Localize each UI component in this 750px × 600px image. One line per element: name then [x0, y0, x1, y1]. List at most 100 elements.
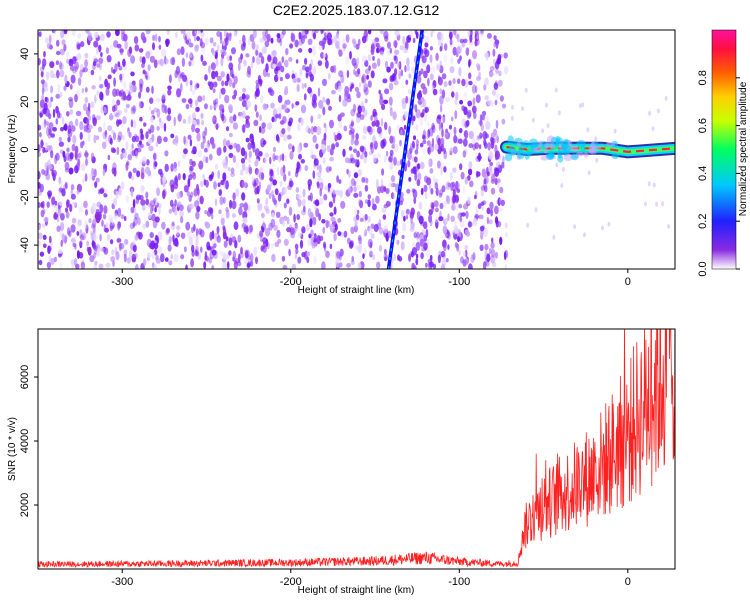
noise-point [79, 240, 83, 247]
noise-point [156, 125, 160, 131]
noise-point [431, 202, 435, 210]
noise-point [484, 95, 489, 101]
noise-point [491, 89, 496, 96]
noise-point [304, 165, 309, 172]
y-tick-label: 6000 [19, 365, 31, 389]
noise-point [388, 125, 392, 135]
noise-point [254, 187, 259, 195]
noise-point [298, 48, 303, 53]
noise-point [74, 94, 78, 103]
noise-point [456, 243, 460, 252]
noise-point [195, 127, 200, 134]
noise-point [415, 253, 419, 259]
noise-point [613, 128, 617, 134]
noise-point [68, 96, 74, 102]
noise-point [494, 99, 498, 106]
noise-point [346, 157, 351, 164]
noise-point [55, 118, 59, 125]
noise-point [381, 103, 386, 111]
noise-point [355, 133, 359, 140]
noise-point [475, 94, 481, 104]
noise-point [55, 152, 60, 161]
noise-point [317, 87, 321, 97]
noise-point [199, 180, 204, 188]
noise-point [329, 212, 334, 217]
noise-point [131, 253, 137, 263]
colorbar-gradient [711, 29, 737, 270]
noise-point [489, 170, 494, 177]
noise-point [443, 147, 446, 155]
noise-point [420, 96, 425, 103]
noise-point [259, 126, 262, 133]
noise-point [311, 242, 316, 249]
noise-point [84, 220, 88, 230]
noise-point [439, 137, 445, 147]
noise-point [464, 244, 469, 250]
snr-y-axis-label: SNR (10 * v/v) [7, 417, 18, 481]
noise-point [122, 135, 125, 141]
noise-point [255, 56, 261, 65]
noise-point [441, 128, 444, 138]
noise-point [594, 136, 598, 142]
noise-point [296, 194, 302, 199]
noise-point [464, 229, 470, 235]
noise-point [482, 261, 487, 269]
noise-point [426, 121, 430, 127]
noise-point [393, 156, 397, 166]
noise-point [79, 151, 82, 159]
noise-point [103, 205, 108, 215]
noise-point [354, 139, 359, 146]
noise-point [468, 72, 472, 80]
noise-point [242, 87, 247, 93]
noise-point [354, 207, 358, 217]
noise-point [476, 135, 480, 142]
noise-point [237, 62, 241, 71]
noise-point [228, 144, 233, 150]
noise-point [369, 250, 374, 255]
noise-point [339, 190, 343, 198]
noise-point [419, 232, 424, 242]
noise-point [189, 51, 193, 59]
noise-point [484, 133, 490, 139]
noise-point [291, 73, 296, 80]
noise-point [479, 114, 483, 122]
noise-point [218, 104, 225, 112]
noise-point [456, 33, 460, 43]
noise-point [485, 261, 490, 267]
noise-point [329, 166, 332, 172]
noise-point [384, 248, 387, 255]
noise-point [142, 205, 146, 211]
noise-point [415, 109, 421, 119]
noise-point [337, 231, 342, 237]
noise-point [406, 35, 411, 43]
noise-point [109, 137, 113, 145]
noise-point [141, 156, 147, 164]
noise-point [112, 88, 118, 97]
noise-point [233, 142, 238, 149]
noise-point [439, 95, 444, 105]
carrier-speckle [583, 151, 589, 158]
noise-point [242, 124, 246, 134]
noise-point [145, 198, 150, 206]
noise-point [354, 86, 360, 92]
noise-point [354, 245, 359, 250]
noise-point [358, 190, 362, 198]
noise-point [158, 203, 162, 209]
noise-point [156, 108, 161, 118]
noise-point [264, 152, 270, 158]
noise-point [526, 222, 530, 228]
noise-point [459, 221, 465, 228]
noise-point [510, 115, 514, 121]
noise-point [132, 105, 137, 113]
spectrogram-y-axis-label: Frequency (Hz) [7, 115, 18, 184]
noise-point [279, 76, 283, 82]
noise-point [156, 187, 161, 197]
noise-point [487, 171, 490, 177]
noise-point [40, 79, 46, 85]
carrier-speckle [605, 142, 616, 147]
noise-point [221, 115, 227, 124]
noise-point [39, 99, 46, 109]
noise-point [161, 93, 167, 100]
noise-point [310, 58, 314, 66]
noise-point [289, 180, 294, 188]
